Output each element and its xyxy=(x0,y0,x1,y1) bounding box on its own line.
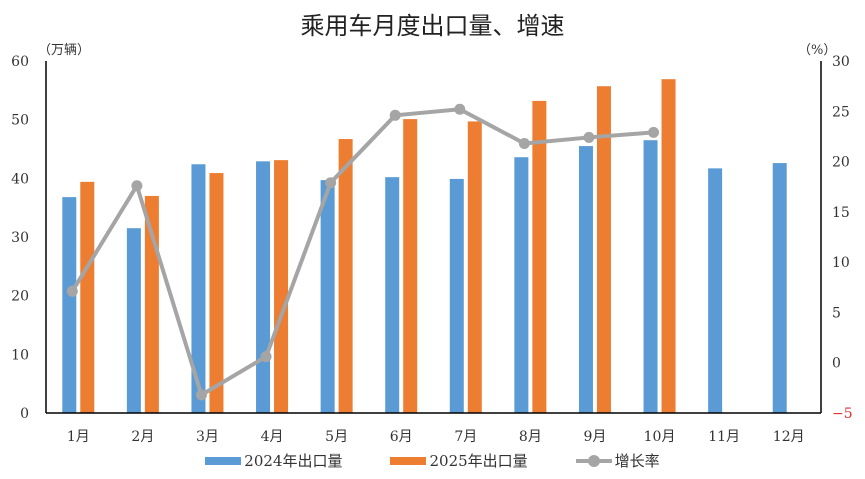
right-tick-label: 10 xyxy=(832,255,850,271)
bar-2024[interactable] xyxy=(578,146,593,414)
bar-2024[interactable] xyxy=(62,197,77,413)
bar-2024[interactable] xyxy=(514,157,529,413)
legend: 2024年出口量 2025年出口量 增长率 xyxy=(0,450,865,471)
growth-marker[interactable] xyxy=(648,126,660,138)
x-tick-label: 9月 xyxy=(583,429,606,445)
chart-title: 乘用车月度出口量、增速 xyxy=(300,12,565,40)
legend-label-2025: 2025年出口量 xyxy=(429,452,528,470)
growth-marker[interactable] xyxy=(66,285,78,297)
x-tick-label: 7月 xyxy=(454,429,477,445)
x-tick-label: 8月 xyxy=(519,429,542,445)
bar-2024[interactable] xyxy=(643,140,658,413)
growth-marker[interactable] xyxy=(195,389,207,401)
bar-2024[interactable] xyxy=(449,178,464,413)
left-tick-label: 0 xyxy=(20,406,29,422)
bars xyxy=(62,79,787,414)
bar-2024[interactable] xyxy=(256,161,271,413)
bar-2025[interactable] xyxy=(274,160,289,413)
left-tick-label: 30 xyxy=(11,230,29,246)
right-tick-label: 5 xyxy=(832,305,841,321)
legend-line-marker-icon xyxy=(575,454,612,467)
x-tick-label: 1月 xyxy=(67,429,90,445)
x-tick-label: 5月 xyxy=(325,429,348,445)
growth-line xyxy=(66,103,660,401)
legend-swatch-2025 xyxy=(390,456,427,465)
growth-marker[interactable] xyxy=(454,103,466,115)
bar-2024[interactable] xyxy=(708,168,723,413)
legend-label-2024: 2024年出口量 xyxy=(244,452,343,470)
x-tick-label: 4月 xyxy=(261,429,284,445)
legend-item-2024[interactable]: 2024年出口量 xyxy=(205,450,342,471)
bar-2025[interactable] xyxy=(338,139,353,413)
right-tick-label: 30 xyxy=(832,54,850,70)
right-tick-label: 15 xyxy=(832,205,850,221)
legend-item-2025[interactable]: 2025年出口量 xyxy=(390,450,528,471)
bar-2024[interactable] xyxy=(126,228,141,413)
plot-area: 0 10 20 30 40 50 60 −5 0 5 10 15 20 25 30 1月 2月 3月 4月 5月 6… xyxy=(11,43,853,445)
growth-marker[interactable] xyxy=(325,177,337,189)
bar-2024[interactable] xyxy=(385,177,400,413)
bar-2025[interactable] xyxy=(467,121,482,413)
x-tick-label: 3月 xyxy=(196,429,219,445)
bar-2025[interactable] xyxy=(403,119,418,413)
growth-marker[interactable] xyxy=(518,137,530,149)
x-axis-labels: 1月 2月 3月 4月 5月 6月 7月 8月 9月 10月 11月 12月 xyxy=(67,429,805,445)
right-axis-ticks: −5 0 5 10 15 20 25 30 xyxy=(832,54,853,422)
bar-2025[interactable] xyxy=(532,100,547,413)
left-tick-label: 20 xyxy=(11,289,29,305)
bar-2025[interactable] xyxy=(209,173,224,413)
growth-marker[interactable] xyxy=(131,180,143,192)
x-tick-label: 11月 xyxy=(708,429,740,445)
x-tick-label: 12月 xyxy=(773,429,805,445)
x-tick-label: 6月 xyxy=(390,429,413,445)
legend-label-growth: 增长率 xyxy=(614,452,660,470)
left-tick-label: 10 xyxy=(11,347,29,363)
x-tick-label: 10月 xyxy=(644,429,676,445)
bar-2025[interactable] xyxy=(80,181,95,413)
bar-2024[interactable] xyxy=(772,163,787,413)
growth-polyline xyxy=(70,107,654,397)
bar-2024[interactable] xyxy=(191,164,206,413)
legend-item-growth[interactable]: 增长率 xyxy=(575,450,660,471)
bar-2024[interactable] xyxy=(320,180,335,413)
right-tick-label: 25 xyxy=(832,104,850,120)
left-tick-label: 50 xyxy=(11,113,29,129)
x-tick-label: 2月 xyxy=(131,429,154,445)
right-tick-label: 0 xyxy=(832,356,841,372)
right-tick-label: 20 xyxy=(832,155,850,171)
right-tick-label: −5 xyxy=(832,406,853,422)
legend-swatch-2024 xyxy=(205,456,242,465)
growth-marker[interactable] xyxy=(260,351,272,363)
bar-2025[interactable] xyxy=(596,86,611,413)
left-axis-ticks: 0 10 20 30 40 50 60 xyxy=(11,54,29,422)
left-axis-unit: （万辆） xyxy=(38,43,90,58)
growth-marker[interactable] xyxy=(389,109,401,121)
left-tick-label: 40 xyxy=(11,171,29,187)
right-axis-unit: （%） xyxy=(798,43,836,58)
bar-2025[interactable] xyxy=(661,79,676,413)
left-tick-label: 60 xyxy=(11,54,29,70)
growth-marker[interactable] xyxy=(583,131,595,143)
